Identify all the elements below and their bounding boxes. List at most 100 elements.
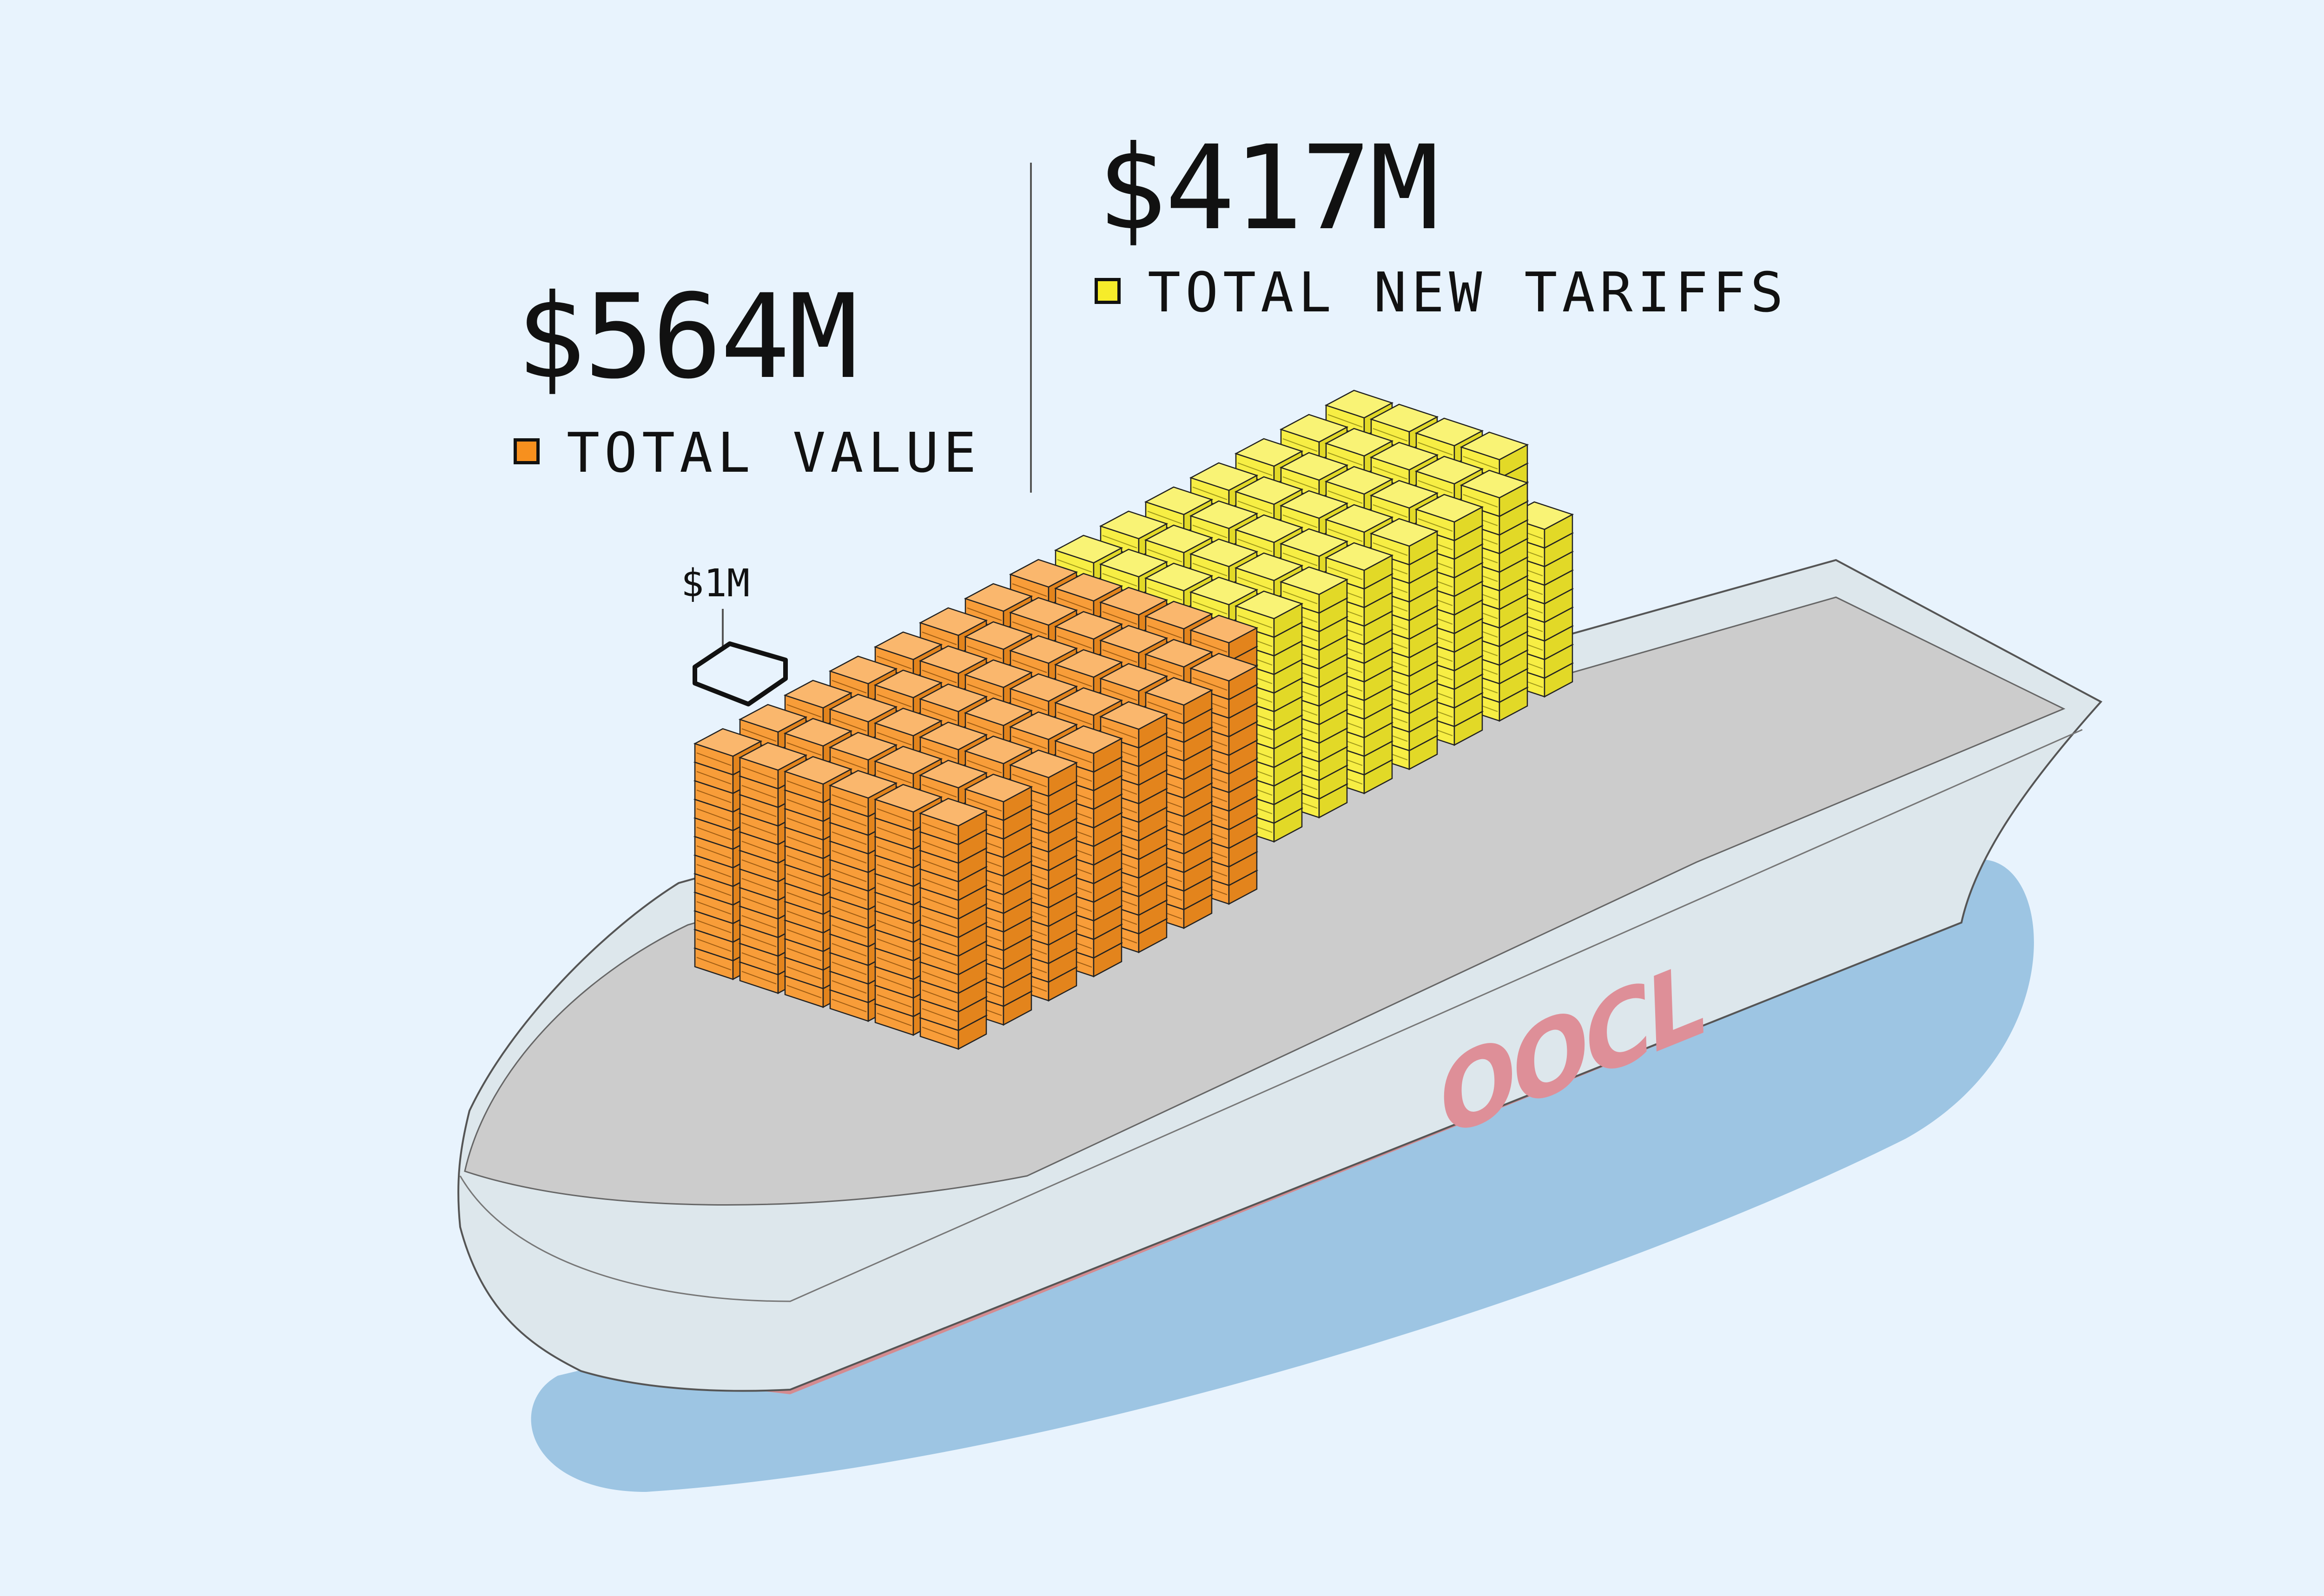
container-rib	[877, 694, 912, 707]
container-face	[1279, 490, 1349, 519]
container-rib	[922, 952, 957, 966]
container-rib	[1012, 698, 1047, 711]
total-tariffs-amount: $417M	[1097, 120, 1439, 256]
container-rib	[786, 855, 822, 868]
container-rib	[1192, 601, 1228, 614]
container-face	[738, 742, 808, 771]
container-rib	[696, 771, 732, 785]
container-face	[873, 707, 943, 737]
container-rib	[832, 831, 867, 845]
container-face	[738, 704, 808, 733]
total-value-label: TOTAL VALUE	[567, 421, 981, 485]
container-rib	[832, 980, 867, 994]
unit-highlight	[693, 641, 788, 706]
container-rib	[1147, 511, 1182, 524]
container-face	[1144, 562, 1214, 592]
container-face	[1324, 504, 1394, 533]
container-rib	[786, 818, 822, 831]
container-rib	[877, 1013, 912, 1026]
container-rib	[877, 808, 912, 822]
container-rib	[741, 728, 777, 742]
container-rib	[832, 943, 867, 956]
container-rib	[741, 841, 777, 854]
container-face	[873, 745, 943, 775]
container-face	[1234, 590, 1304, 620]
container-rib	[922, 670, 957, 683]
container-rib	[1463, 456, 1498, 469]
container-rib	[877, 770, 912, 784]
container-rib	[741, 804, 777, 817]
orange-swatch	[514, 438, 540, 464]
container-rib	[877, 827, 912, 840]
container-rib	[786, 910, 822, 924]
container-rib	[1057, 559, 1092, 573]
container-face	[1099, 587, 1169, 616]
total-value-legend: TOTAL VALUE	[514, 425, 981, 480]
container-rib	[1012, 774, 1047, 787]
container-face	[1009, 559, 1078, 588]
container-rib	[922, 1027, 957, 1040]
container-rib	[922, 989, 957, 1003]
container-rib	[786, 742, 822, 756]
container-rib	[922, 934, 957, 947]
container-face	[1054, 611, 1123, 640]
container-rib	[1418, 480, 1453, 494]
container-rib	[786, 836, 822, 850]
container-rib	[1373, 504, 1408, 518]
container-rib	[1057, 635, 1092, 649]
container-rib	[1192, 677, 1228, 691]
container-rib	[1463, 494, 1498, 508]
hull-edge	[459, 729, 2083, 1302]
total-tariffs-label: TOTAL NEW TARIFFS	[1148, 260, 1788, 324]
container-rib	[741, 915, 777, 929]
container-rib	[1237, 539, 1273, 552]
container-rib	[696, 957, 732, 970]
container-rib	[741, 822, 777, 836]
container-rib	[1418, 518, 1453, 532]
container-rib	[832, 718, 867, 732]
container-rib	[832, 924, 867, 938]
container-rib	[786, 873, 822, 887]
container-rib	[786, 929, 822, 943]
container-rib	[1102, 573, 1137, 587]
container-rib	[1147, 625, 1182, 639]
container-face	[1279, 452, 1349, 481]
container-rib	[832, 794, 867, 808]
container-rib	[832, 999, 867, 1012]
container-face	[918, 645, 988, 674]
container-face	[873, 669, 943, 699]
container-rib	[877, 883, 912, 896]
container-face	[1144, 677, 1214, 706]
container-rib	[1327, 490, 1363, 504]
container-face	[1009, 597, 1078, 626]
container-face	[1144, 524, 1214, 554]
container-rib	[1282, 553, 1318, 566]
container-face	[1189, 653, 1259, 682]
container-face	[1459, 469, 1529, 499]
container-face	[1189, 462, 1259, 491]
container-face	[828, 770, 898, 799]
container-face	[1144, 600, 1214, 630]
container-rib	[1373, 542, 1408, 556]
container-face	[1009, 673, 1078, 702]
container-face	[1099, 548, 1169, 578]
container-rib	[1282, 591, 1318, 604]
deck	[464, 596, 2066, 1206]
container-rib	[786, 780, 822, 794]
container-rib	[786, 966, 822, 980]
container-rib	[696, 883, 732, 896]
container-rib	[877, 656, 912, 669]
container-rib	[1192, 487, 1228, 500]
container-face	[1369, 442, 1439, 471]
container-rib	[832, 813, 867, 826]
container-face	[964, 583, 1033, 612]
container-rib	[741, 785, 777, 798]
container-rib	[922, 784, 957, 798]
container-rib	[696, 864, 732, 877]
container-rib	[1282, 514, 1318, 528]
container-rib	[1418, 442, 1453, 455]
container-rib	[1282, 438, 1318, 452]
container-rib	[1147, 587, 1182, 600]
container-face	[918, 759, 988, 789]
